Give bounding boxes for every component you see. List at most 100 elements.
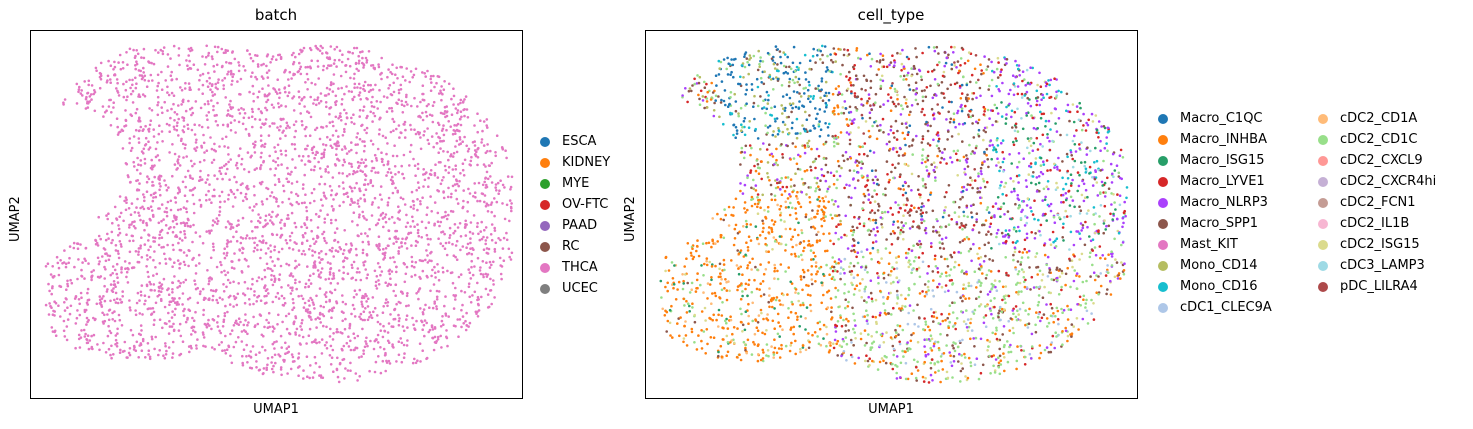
scatter-point <box>427 176 430 180</box>
scatter-point <box>245 197 249 201</box>
scatter-point <box>1099 191 1102 194</box>
scatter-point <box>338 49 342 52</box>
scatter-point <box>136 197 139 201</box>
scatter-point <box>257 369 261 372</box>
scatter-point <box>425 233 429 237</box>
scatter-point <box>425 114 429 118</box>
scatter-point <box>191 177 194 180</box>
scatter-point <box>328 354 332 357</box>
scatter-point <box>65 288 68 292</box>
scatter-point <box>137 69 141 72</box>
scatter-point <box>136 156 139 160</box>
scatter-point <box>230 361 234 365</box>
scatter-point <box>289 286 292 290</box>
scatter-point <box>947 214 951 217</box>
scatter-point <box>265 197 269 201</box>
scatter-point <box>729 91 733 94</box>
scatter-point <box>422 173 425 176</box>
scatter-point <box>459 273 463 276</box>
scatter-point <box>257 213 260 216</box>
scatter-point <box>843 292 846 295</box>
scatter-point <box>287 263 291 267</box>
scatter-point <box>700 264 703 267</box>
scatter-point <box>137 260 141 264</box>
scatter-point <box>1071 103 1075 106</box>
scatter-point <box>59 315 62 318</box>
scatter-point <box>972 92 976 95</box>
scatter-point <box>429 77 433 81</box>
scatter-point <box>252 99 255 103</box>
scatter-point <box>157 285 161 289</box>
scatter-point <box>292 322 296 326</box>
scatter-point <box>376 171 380 174</box>
scatter-point <box>1080 193 1084 197</box>
scatter-point <box>386 75 389 79</box>
scatter-point <box>899 113 903 116</box>
scatter-point <box>258 118 262 121</box>
scatter-point <box>116 276 119 279</box>
scatter-point <box>383 354 387 357</box>
scatter-point <box>822 337 825 340</box>
scatter-point <box>199 290 202 293</box>
scatter-point <box>485 124 489 127</box>
scatter-point <box>295 192 298 196</box>
scatter-point <box>292 73 295 77</box>
scatter-point <box>371 296 375 299</box>
scatter-point <box>212 245 215 249</box>
scatter-point <box>229 294 232 298</box>
scatter-point <box>322 143 325 146</box>
scatter-point <box>261 203 264 206</box>
scatter-point <box>1030 210 1033 213</box>
scatter-point <box>157 353 160 357</box>
scatter-point <box>335 368 339 372</box>
scatter-point <box>269 244 272 247</box>
scatter-point <box>286 372 289 375</box>
scatter-point <box>741 192 745 195</box>
scatter-point <box>302 369 305 372</box>
scatter-point <box>281 320 284 324</box>
scatter-point <box>175 124 179 128</box>
scatter-point <box>49 304 52 308</box>
scatter-point <box>699 89 703 93</box>
scatter-point <box>1072 279 1076 283</box>
scatter-point <box>1111 152 1115 156</box>
scatter-point <box>372 347 376 351</box>
scatter-point <box>347 345 351 348</box>
scatter-point <box>173 301 177 305</box>
scatter-point <box>947 110 950 114</box>
scatter-point <box>228 114 232 117</box>
scatter-point <box>215 265 219 269</box>
scatter-point <box>421 269 425 273</box>
scatter-point <box>379 346 382 349</box>
scatter-point <box>110 344 113 348</box>
scatter-point <box>505 203 509 207</box>
scatter-point <box>276 157 280 160</box>
scatter-point <box>244 313 247 316</box>
scatter-point <box>115 87 118 90</box>
scatter-point <box>51 275 55 279</box>
scatter-point <box>894 119 898 123</box>
scatter-point <box>885 65 889 69</box>
scatter-point <box>153 175 156 179</box>
scatter-point <box>1086 146 1089 149</box>
scatter-point <box>215 298 218 302</box>
scatter-point <box>216 222 219 226</box>
scatter-point <box>265 294 268 298</box>
scatter-point <box>447 241 451 244</box>
scatter-point <box>86 334 90 338</box>
scatter-point <box>278 96 281 100</box>
scatter-point <box>457 335 460 339</box>
scatter-point <box>373 339 377 343</box>
scatter-point <box>770 193 773 196</box>
scatter-point <box>44 265 48 268</box>
scatter-point <box>199 106 203 110</box>
scatter-point <box>397 124 401 127</box>
scatter-point <box>226 271 230 274</box>
cell-type-panel: cell_type UMAP1 UMAP2 Macro_C1QC Macro_IN… <box>615 0 1473 429</box>
scatter-point <box>158 318 162 322</box>
scatter-point <box>848 118 852 122</box>
scatter-point <box>270 361 273 364</box>
scatter-point <box>814 61 817 64</box>
scatter-point <box>279 368 283 371</box>
scatter-point <box>252 250 256 253</box>
